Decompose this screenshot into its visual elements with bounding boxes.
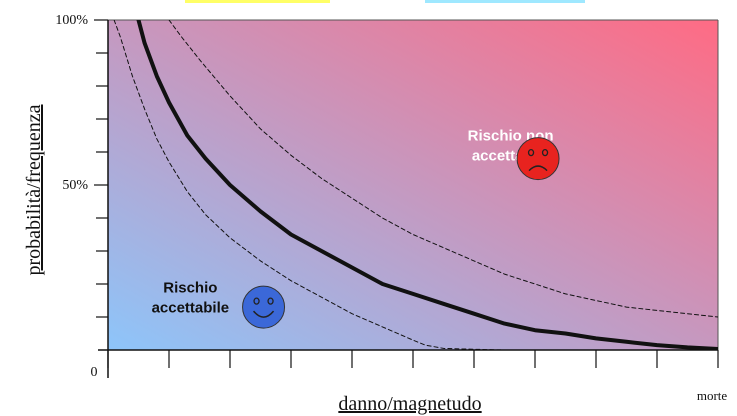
acceptable-label-line: Rischio <box>163 280 217 297</box>
frown-icon-face <box>516 137 560 181</box>
y-axis-title: probabilità/frequenza <box>23 104 45 275</box>
frown-icon <box>516 137 560 181</box>
x-origin-label: 0 <box>91 365 98 380</box>
curves <box>113 20 718 350</box>
yellow-highlight-strip <box>185 0 330 3</box>
frown-icon-eye-left <box>527 148 535 157</box>
x-axis-end-label: morte <box>697 388 728 403</box>
x-axis-ticks <box>107 350 719 368</box>
main-curve <box>136 20 718 350</box>
y-tick-label: 100% <box>55 13 88 28</box>
smile-icon-face <box>242 285 286 329</box>
smile-icon <box>242 285 286 329</box>
frown-icon-mouth <box>528 165 548 172</box>
y-axis-ticks: 50% 100% <box>55 13 108 318</box>
frown-icon-eye-right <box>541 148 549 157</box>
upper-bound-curve <box>168 20 718 318</box>
cyan-highlight-strip <box>425 0 585 3</box>
acceptable-label-line: accettabile <box>152 300 230 317</box>
acceptable-annotation: Rischio accettabile <box>152 280 286 329</box>
smile-icon-eye-right <box>267 297 274 305</box>
y-tick-label: 50% <box>62 178 88 193</box>
smile-icon-eye-left <box>253 297 260 305</box>
x-axis-title: danno/magnetudo <box>338 393 481 415</box>
smile-icon-mouth <box>252 310 275 318</box>
lower-bound-curve <box>113 20 505 350</box>
